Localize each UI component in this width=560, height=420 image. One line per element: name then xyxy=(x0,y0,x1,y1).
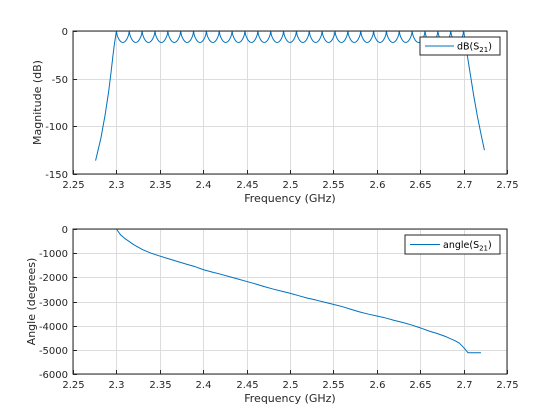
angle-legend: angle(S21) xyxy=(405,235,500,254)
x-tick-label: 2.3 xyxy=(109,180,125,191)
x-tick-label: 2.4 xyxy=(196,380,212,391)
x-tick-label: 2.25 xyxy=(62,180,84,191)
y-tick-label: -1000 xyxy=(39,249,68,260)
magnitude-y-axis-label: Magnitude (dB) xyxy=(31,60,44,145)
x-tick-label: 2.7 xyxy=(457,380,473,391)
x-tick-label: 2.45 xyxy=(236,380,258,391)
magnitude-legend-label-sub: 21 xyxy=(479,46,488,54)
magnitude-legend: dB(S21) xyxy=(420,37,500,55)
x-tick-label: 2.55 xyxy=(322,380,344,391)
y-tick-label: -4000 xyxy=(39,322,68,333)
x-tick-label: 2.7 xyxy=(457,180,473,191)
x-tick-label: 2.6 xyxy=(370,380,386,391)
x-tick-label: 2.4 xyxy=(196,180,212,191)
angle-legend-label-end: ) xyxy=(488,240,492,251)
x-tick-label: 2.55 xyxy=(322,180,344,191)
magnitude-x-axis-label: Frequency (GHz) xyxy=(244,192,335,205)
angle-legend-label-base: angle(S xyxy=(443,240,479,251)
x-tick-label: 2.3 xyxy=(109,380,125,391)
x-tick-label: 2.5 xyxy=(283,180,299,191)
angle-x-axis-label: Frequency (GHz) xyxy=(244,392,335,405)
x-tick-label: 2.6 xyxy=(370,180,386,191)
y-tick-label: 0 xyxy=(62,225,68,236)
y-tick-label: 0 xyxy=(62,27,68,38)
y-tick-label: -100 xyxy=(45,122,68,133)
angle-legend-label-sub: 21 xyxy=(479,245,488,253)
y-tick-label: -6000 xyxy=(39,370,68,381)
x-tick-label: 2.75 xyxy=(496,380,518,391)
magnitude-legend-label-end: ) xyxy=(488,42,492,53)
x-tick-label: 2.35 xyxy=(149,380,171,391)
y-tick-label: -2000 xyxy=(39,273,68,284)
y-tick-label: -5000 xyxy=(39,346,68,357)
y-tick-label: -50 xyxy=(52,75,68,86)
x-tick-label: 2.75 xyxy=(496,180,518,191)
x-tick-label: 2.45 xyxy=(236,180,258,191)
angle-y-axis-label: Angle (degrees) xyxy=(25,258,38,346)
y-tick-label: -3000 xyxy=(39,298,68,309)
magnitude-legend-label-base: dB(S xyxy=(457,42,479,53)
x-tick-label: 2.35 xyxy=(149,180,171,191)
x-tick-label: 2.65 xyxy=(409,380,431,391)
x-tick-label: 2.25 xyxy=(62,380,84,391)
x-tick-label: 2.5 xyxy=(283,380,299,391)
x-tick-label: 2.65 xyxy=(409,180,431,191)
y-tick-label: -150 xyxy=(45,170,68,181)
